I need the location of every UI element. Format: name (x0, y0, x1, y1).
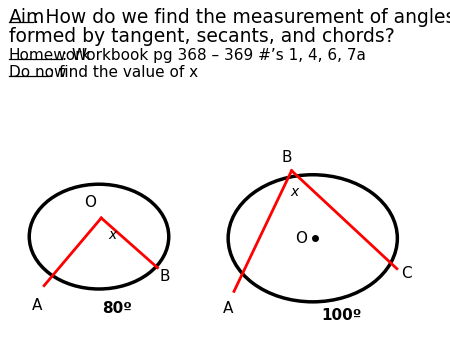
Text: Homework: Homework (9, 48, 91, 63)
Text: formed by tangent, secants, and chords?: formed by tangent, secants, and chords? (9, 27, 395, 46)
Text: 100º: 100º (322, 308, 362, 323)
Text: Do now: Do now (9, 65, 67, 80)
Text: : find the value of x: : find the value of x (49, 65, 198, 80)
Text: C: C (401, 266, 412, 281)
Text: B: B (160, 269, 170, 284)
Text: O: O (295, 231, 307, 245)
Text: A: A (222, 301, 233, 316)
Text: : Workbook pg 368 – 369 #’s 1, 4, 6, 7a: : Workbook pg 368 – 369 #’s 1, 4, 6, 7a (62, 48, 366, 63)
Text: Aim: Aim (9, 8, 45, 27)
Text: : How do we find the measurement of angles: : How do we find the measurement of angl… (33, 8, 450, 27)
Text: O: O (84, 195, 96, 210)
Text: x: x (290, 185, 298, 199)
Text: 80º: 80º (103, 301, 132, 316)
Text: B: B (282, 150, 292, 165)
Text: A: A (32, 298, 42, 313)
Text: x: x (108, 228, 116, 242)
